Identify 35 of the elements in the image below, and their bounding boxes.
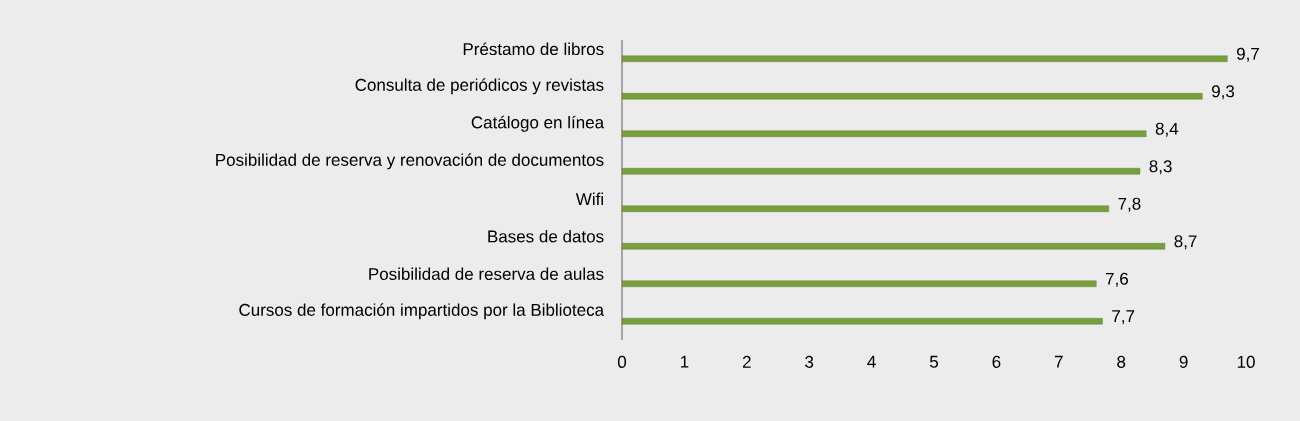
y-tick-label: Posibilidad de reserva de aulas <box>369 267 604 280</box>
bar <box>621 130 1147 137</box>
x-tick-label: 8 <box>1117 355 1126 368</box>
y-tick-label: Bases de datos <box>488 230 604 243</box>
x-tick-label: 7 <box>1054 355 1063 368</box>
bar <box>621 93 1203 100</box>
bar <box>621 280 1097 287</box>
x-tick-label: 9 <box>1179 355 1188 368</box>
bar <box>621 55 1228 62</box>
y-tick-label: Consulta de periódicos y revistas <box>355 78 604 95</box>
data-label: 8,4 <box>1155 122 1179 137</box>
x-tick-label: 0 <box>617 355 627 368</box>
y-tick-label: Wifi <box>575 192 603 205</box>
data-label: 9,3 <box>1211 85 1235 100</box>
bar <box>621 243 1166 250</box>
data-label: 7,6 <box>1105 272 1128 287</box>
x-tick-label: 5 <box>929 355 939 368</box>
data-label: 9,7 <box>1236 47 1259 62</box>
bar <box>621 168 1141 175</box>
y-tick-label: Préstamo de libros <box>463 42 604 56</box>
data-label: 7,7 <box>1112 310 1135 325</box>
y-tick-label: Posibilidad de reserva y renovación de documentos <box>216 153 604 170</box>
y-tick-label: Catálogo en línea <box>471 115 605 132</box>
data-label: 8,3 <box>1149 160 1172 175</box>
bar <box>621 318 1103 325</box>
bar <box>621 205 1109 212</box>
y-tick-label: Cursos de formación impartidos por la Biblioteca <box>239 303 605 320</box>
x-tick-label: 2 <box>742 355 751 368</box>
x-tick-label: 3 <box>805 355 814 368</box>
data-label: 7,8 <box>1118 197 1141 212</box>
data-label: 8,7 <box>1174 235 1197 250</box>
x-tick-label: 10 <box>1237 355 1255 368</box>
x-tick-label: 6 <box>992 355 1001 368</box>
x-tick-label: 4 <box>867 355 876 368</box>
x-tick-label: 1 <box>680 355 689 368</box>
